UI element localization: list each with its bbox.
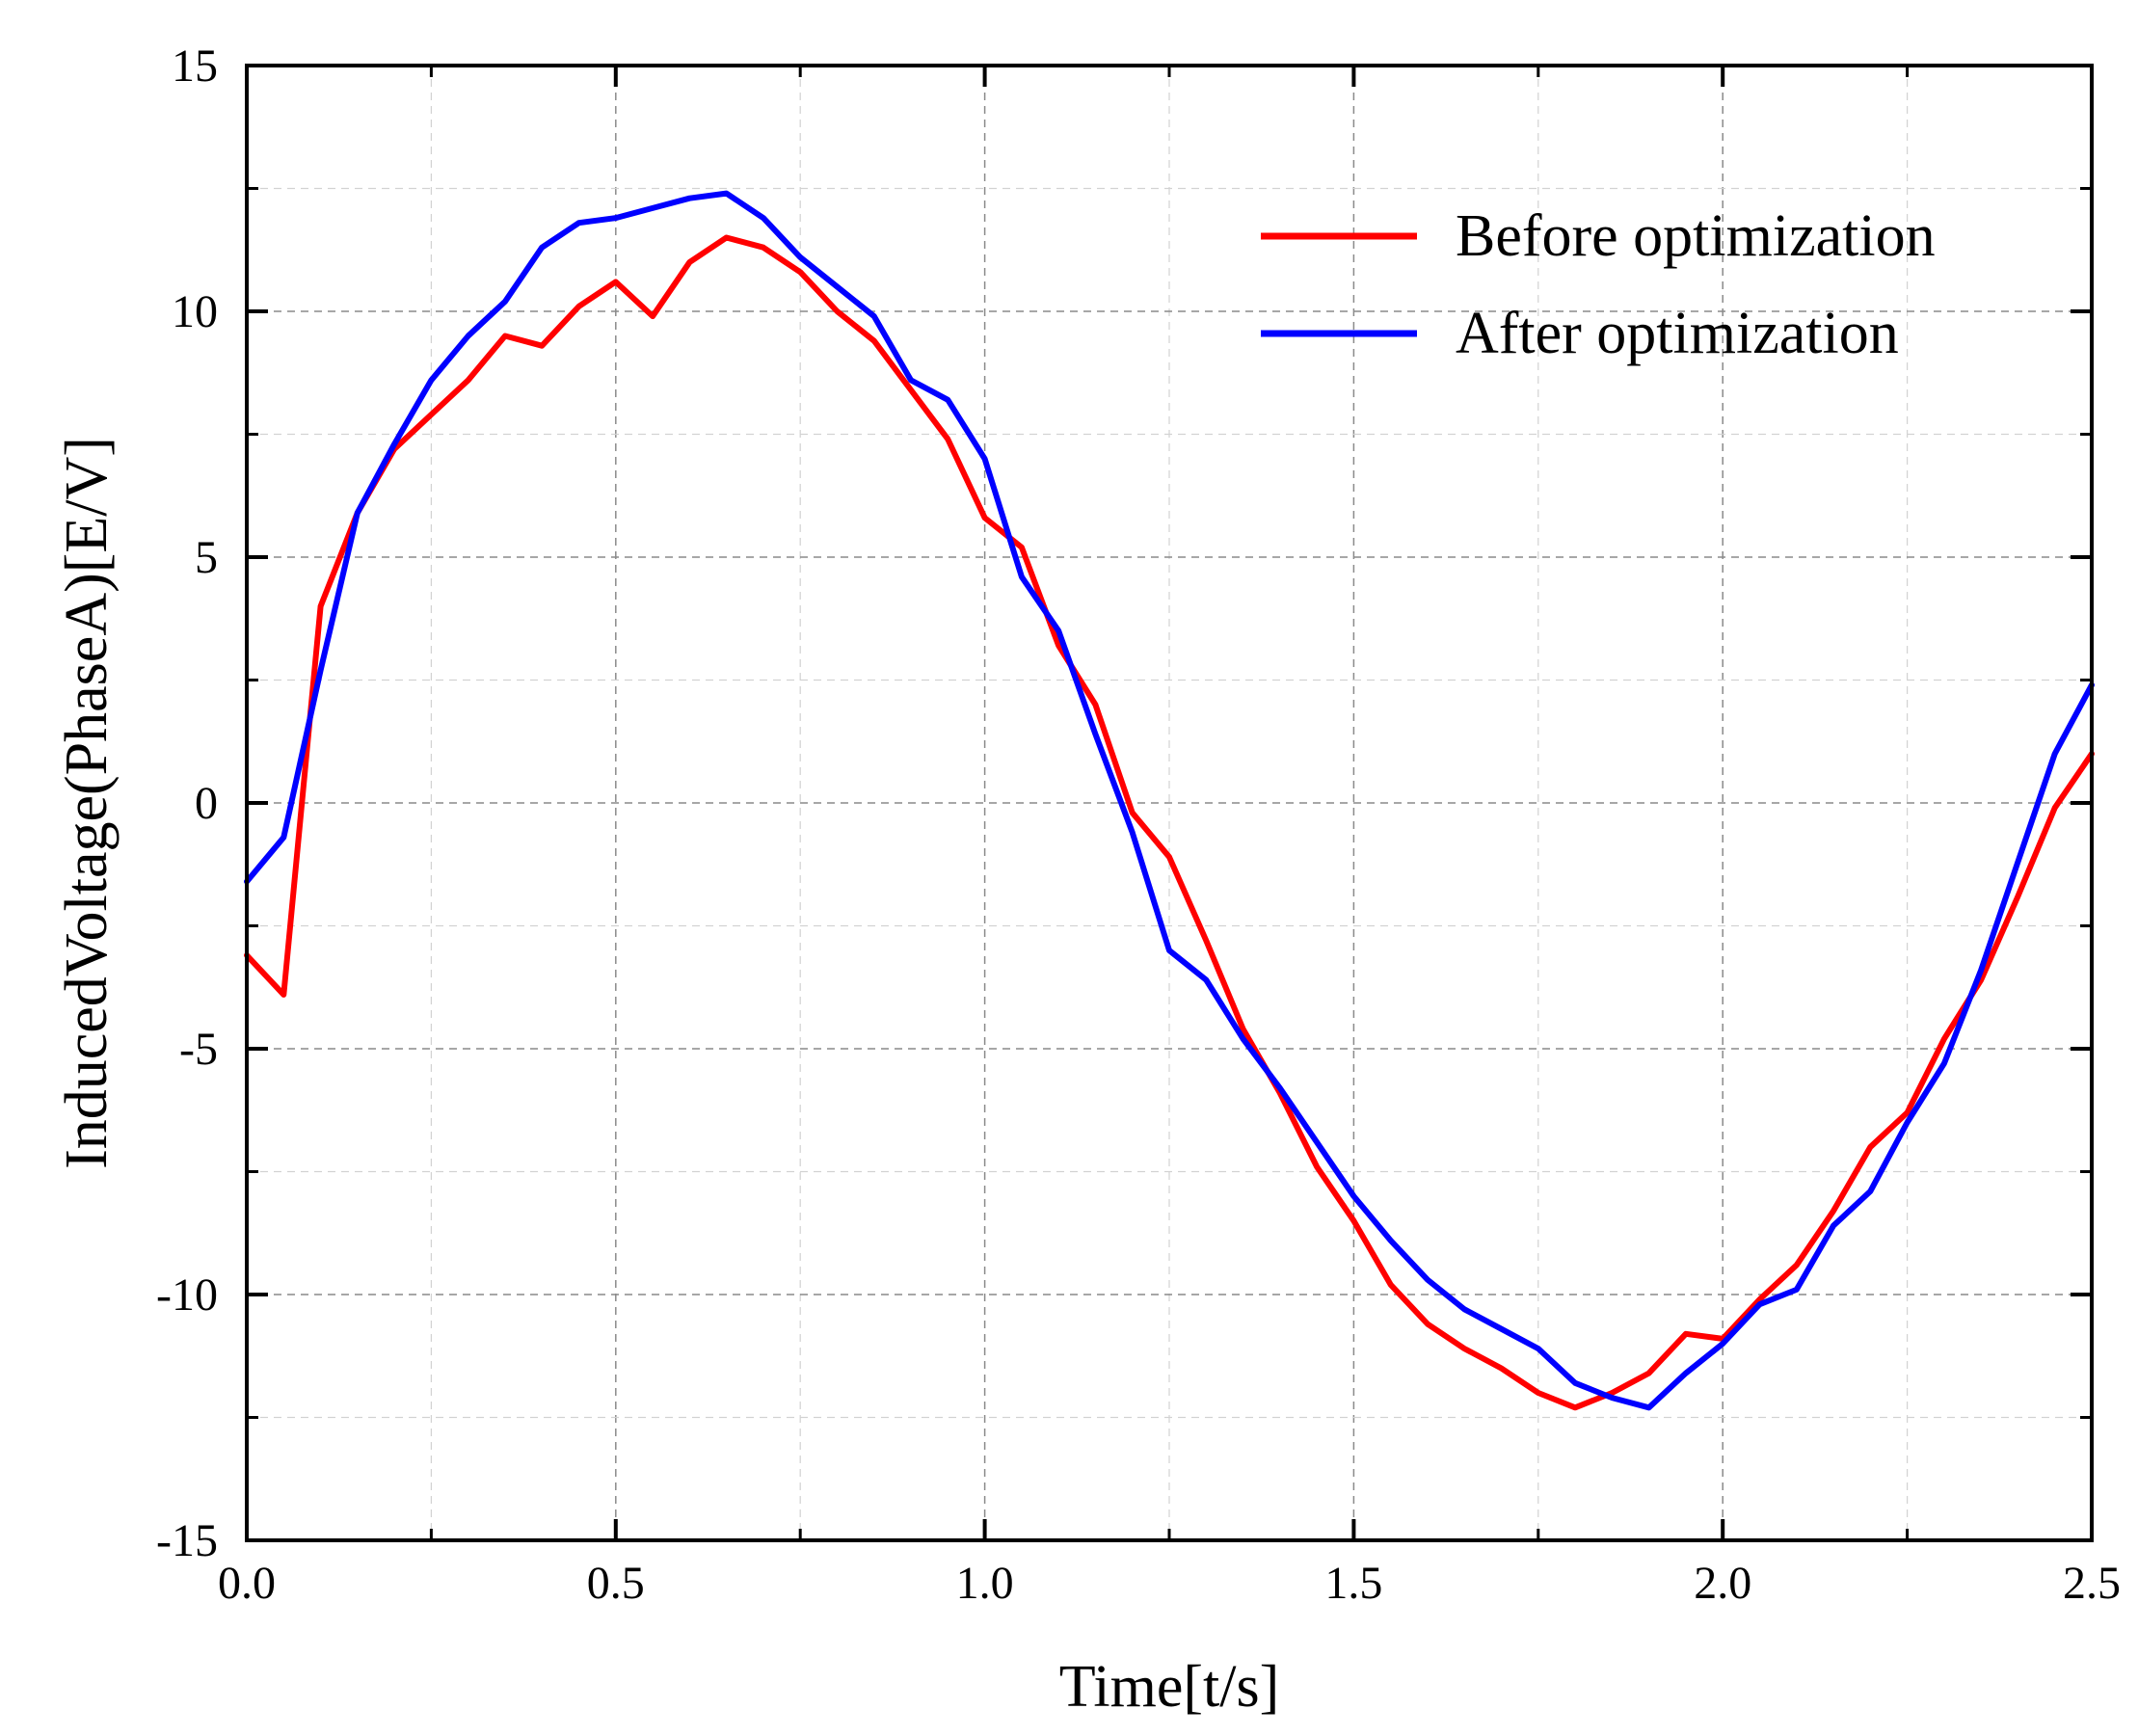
y-tick-label: -15 [156,1515,218,1566]
y-tick-label: 0 [195,778,218,829]
y-tick-label: 5 [195,532,218,583]
x-tick-label: 2.5 [2063,1558,2121,1609]
grid [247,66,2092,1540]
series-line-before-optimization [244,234,2095,1411]
legend: Before optimization After optimization [1261,203,1936,366]
y-tick-label: -5 [179,1024,218,1075]
x-tick-label: 0.0 [218,1558,276,1609]
y-tick-label: -10 [156,1269,218,1321]
axis-ticks [245,64,2094,1542]
x-tick-label: 0.5 [587,1558,645,1609]
x-axis-title: Time[t/s] [1059,1654,1280,1720]
series-lines [244,190,2095,1411]
legend-label: After optimization [1456,301,1899,366]
y-tick-label: 15 [172,40,218,92]
x-tick-label: 1.5 [1324,1558,1382,1609]
x-tick-labels: 0.0 0.5 1.0 1.5 2.0 2.5 [218,1558,2121,1609]
y-tick-label: 10 [172,286,218,337]
series-line-after-optimization [244,190,2095,1411]
y-tick-labels: 15 10 5 0 -5 -10 -15 [156,40,218,1566]
x-tick-label: 2.0 [1694,1558,1751,1609]
legend-label: Before optimization [1456,203,1936,269]
y-axis-title: InducedVoltage(PhaseA)[E/V] [54,437,120,1169]
x-tick-label: 1.0 [956,1558,1014,1609]
